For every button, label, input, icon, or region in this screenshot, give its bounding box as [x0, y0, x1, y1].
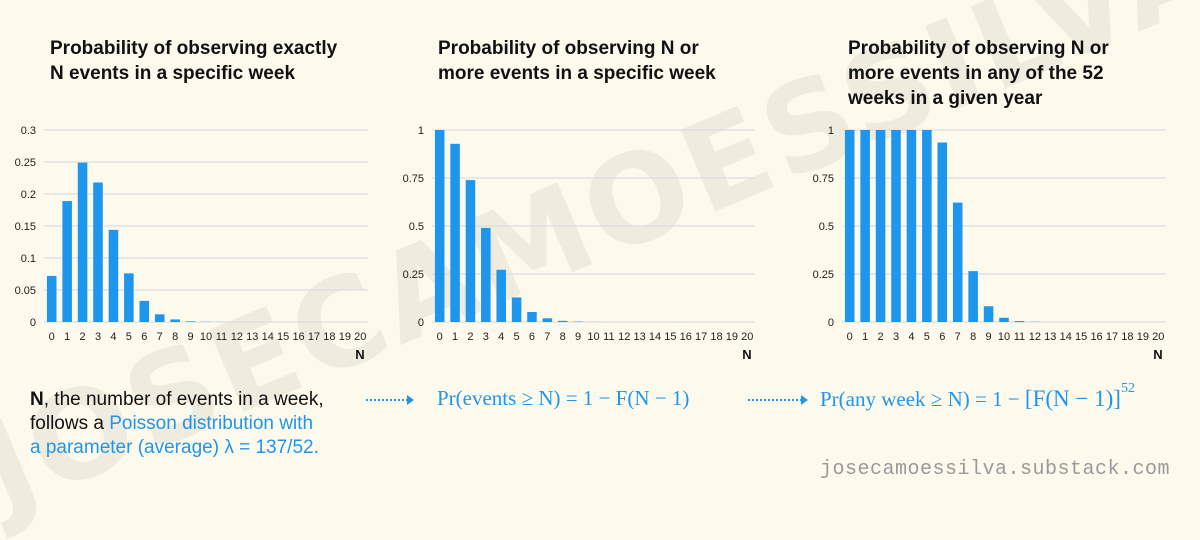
x-tick-label: 13 — [1044, 331, 1056, 343]
x-tick-label: 20 — [1152, 331, 1164, 343]
description-line2: follows a — [30, 413, 109, 434]
x-tick-label: 7 — [955, 331, 961, 343]
bar — [860, 130, 870, 322]
bar — [876, 130, 886, 322]
x-tick-label: 3 — [893, 331, 899, 343]
x-tick-label: 6 — [939, 331, 945, 343]
y-tick-label: 0.25 — [813, 269, 834, 281]
bar — [968, 271, 978, 322]
x-tick-label: 19 — [1137, 331, 1149, 343]
x-tick-label: 2 — [878, 331, 884, 343]
formula-year-main: Pr(any week ≥ N) = 1 − — [820, 387, 1025, 411]
x-tick-label: 4 — [908, 331, 914, 343]
bar — [1015, 321, 1025, 322]
credit-url: josecamoessilva.substack.com — [820, 458, 1170, 481]
x-tick-label: 9 — [986, 331, 992, 343]
bar — [984, 306, 994, 322]
x-tick-label: 1 — [862, 331, 868, 343]
y-tick-label: 0.5 — [819, 221, 834, 233]
bar — [953, 203, 963, 322]
bar — [891, 130, 901, 322]
y-tick-label: 0.75 — [813, 173, 834, 185]
description-line3: a parameter (average) λ = 137/52. — [30, 437, 319, 458]
x-tick-label: 18 — [1121, 331, 1133, 343]
bar — [999, 318, 1009, 322]
x-tick-label: 17 — [1106, 331, 1118, 343]
y-tick-label: 1 — [828, 125, 834, 137]
x-tick-label: 8 — [970, 331, 976, 343]
x-tick-label: 15 — [1075, 331, 1087, 343]
formula-week: Pr(events ≥ N) = 1 − F(N − 1) — [437, 386, 689, 411]
x-tick-label: 14 — [1060, 331, 1072, 343]
formula-year-exponent: 52 — [1121, 381, 1135, 396]
x-tick-label: 5 — [924, 331, 930, 343]
formula-year-bracket: [F(N − 1)] — [1025, 386, 1121, 411]
arrow-1-icon — [366, 399, 408, 401]
x-tick-label: 16 — [1090, 331, 1102, 343]
description-n: N — [30, 389, 44, 410]
bar — [907, 130, 917, 322]
x-tick-label: 0 — [847, 331, 853, 343]
x-axis-label: N — [1153, 347, 1162, 362]
bar — [845, 130, 855, 322]
x-tick-label: 12 — [1029, 331, 1041, 343]
arrow-2-icon — [748, 399, 802, 401]
description: N, the number of events in a week, follo… — [30, 388, 375, 460]
description-line1: , the number of events in a week, — [44, 389, 324, 410]
poisson-link: Poisson distribution with — [109, 413, 313, 434]
formula-year: Pr(any week ≥ N) = 1 − [F(N − 1)]52 — [820, 386, 1135, 412]
x-tick-label: 11 — [1014, 331, 1025, 343]
x-tick-label: 10 — [998, 331, 1010, 343]
bar — [938, 142, 948, 322]
bar — [922, 130, 932, 322]
y-tick-label: 0 — [828, 317, 834, 329]
